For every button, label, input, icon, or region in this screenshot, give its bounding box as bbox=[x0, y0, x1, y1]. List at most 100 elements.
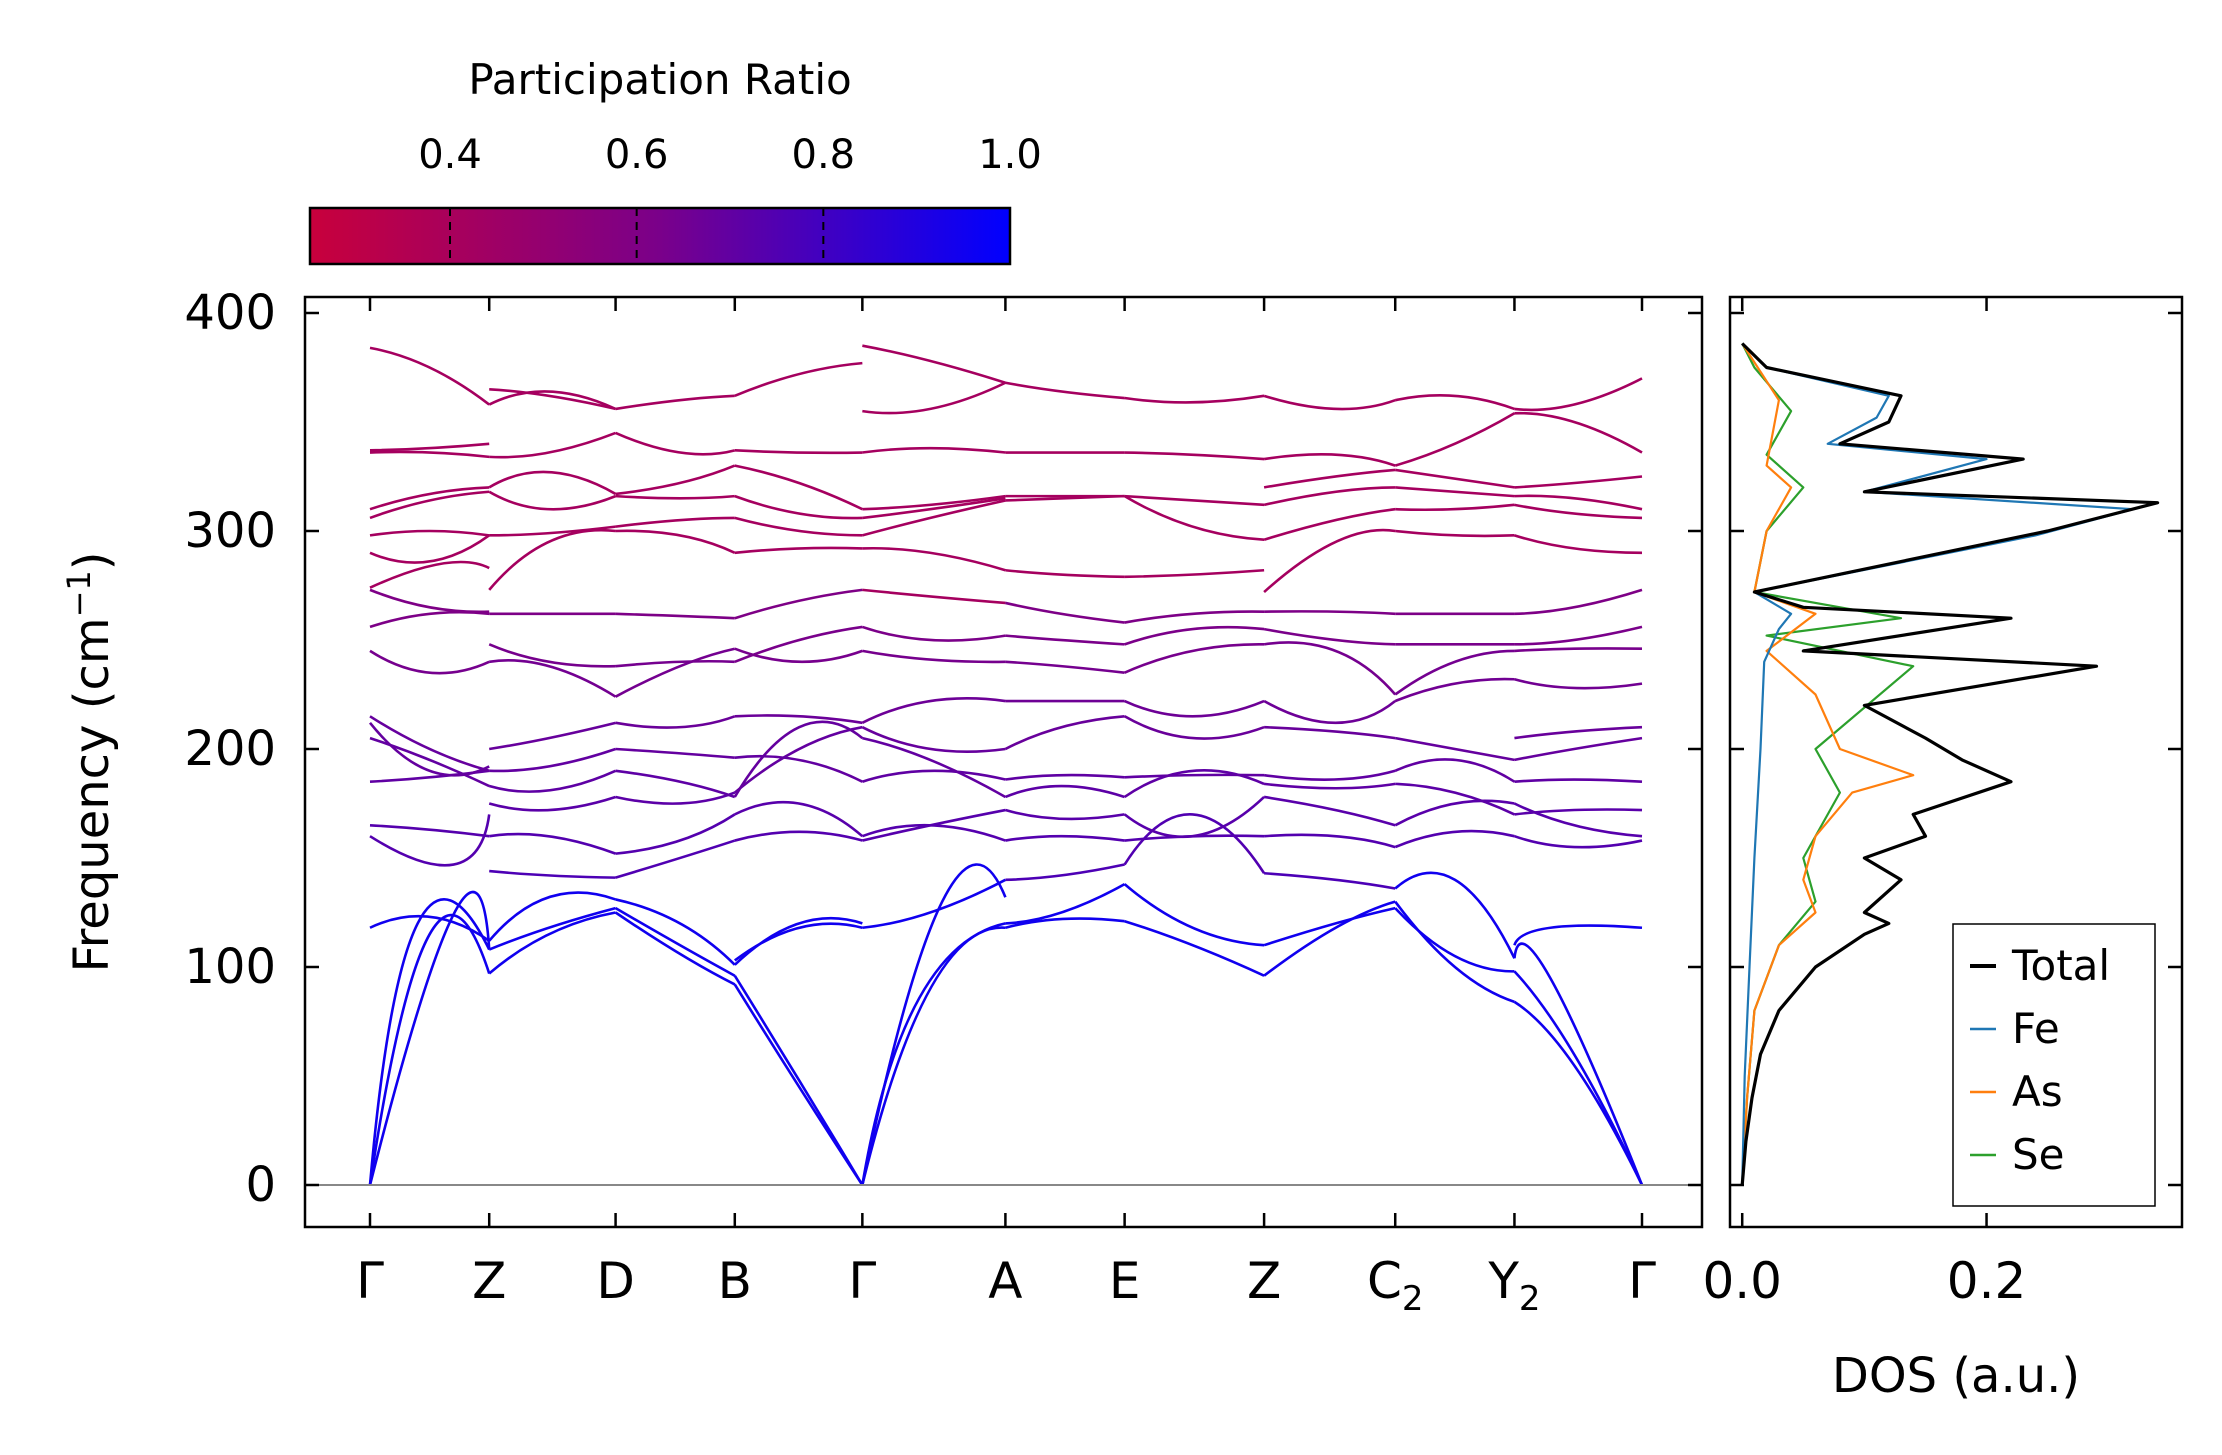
phonon-band bbox=[615, 464, 736, 496]
kpoint-label-main: A bbox=[988, 1252, 1022, 1310]
phonon-band bbox=[1514, 503, 1643, 520]
phonon-band bbox=[733, 720, 864, 798]
colorbar-tick-label: 1.0 bbox=[978, 132, 1042, 178]
colorbar-tick-label: 0.6 bbox=[605, 132, 669, 178]
phonon-band bbox=[734, 647, 863, 664]
phonon-band bbox=[368, 722, 490, 777]
dos-line-total bbox=[1740, 342, 2160, 1186]
y-axis-label-close: ) bbox=[64, 551, 120, 570]
phonon-band bbox=[488, 643, 616, 668]
phonon-band bbox=[1264, 871, 1396, 890]
legend-frame bbox=[1952, 923, 2156, 1207]
phonon-band bbox=[1394, 394, 1515, 411]
colorbar-tick-label: 0.8 bbox=[792, 132, 856, 178]
phonon-band bbox=[369, 914, 490, 942]
phonon-band bbox=[1514, 377, 1643, 412]
phonon-band bbox=[861, 697, 1006, 724]
phonon-band bbox=[615, 898, 736, 966]
dos-x-tick-label: 0.2 bbox=[1947, 1252, 2027, 1310]
phonon-band bbox=[1004, 715, 1125, 751]
kpoint-label-sub: 2 bbox=[1402, 1279, 1424, 1319]
colorbar: Participation Ratio 0.4 0.6 0.8 1.0 bbox=[308, 55, 1042, 266]
phonon-band bbox=[489, 832, 617, 855]
phonon-band bbox=[488, 390, 617, 411]
kpoint-label: Y2 bbox=[1487, 1252, 1540, 1319]
phonon-band bbox=[1395, 503, 1515, 512]
phonon-band bbox=[369, 560, 490, 589]
kpoint-label-main: Z bbox=[1247, 1252, 1281, 1310]
phonon-band bbox=[1264, 725, 1396, 740]
phonon-band bbox=[615, 747, 735, 760]
phonon-band bbox=[861, 625, 1006, 642]
phonon-band bbox=[1514, 411, 1643, 454]
phonon-band bbox=[1123, 715, 1265, 740]
phonon-band bbox=[1514, 834, 1643, 849]
phonon-band bbox=[1123, 769, 1265, 799]
phonon-band bbox=[369, 736, 490, 788]
phonon-band bbox=[1005, 883, 1126, 925]
phonon-band bbox=[1263, 699, 1397, 725]
phonon-band bbox=[862, 494, 1006, 511]
phonon-band bbox=[369, 649, 490, 675]
kpoint-label: D bbox=[596, 1252, 635, 1310]
phonon-band bbox=[1263, 769, 1396, 782]
phonon-band bbox=[1513, 924, 1643, 946]
phonon-band bbox=[1263, 641, 1397, 696]
phonon-band bbox=[1394, 829, 1515, 849]
phonon-band bbox=[1394, 736, 1515, 762]
phonon-band bbox=[489, 721, 616, 751]
phonon-band bbox=[1005, 917, 1125, 930]
y-axis-label-sup: −1 bbox=[60, 570, 98, 617]
phonon-band bbox=[1394, 649, 1515, 696]
phonon-band bbox=[1263, 468, 1396, 489]
phonon-band bbox=[615, 791, 736, 805]
phonon-band bbox=[369, 534, 490, 564]
kpoint-label: E bbox=[1109, 1252, 1141, 1310]
kpoint-label: A bbox=[988, 1252, 1022, 1310]
phonon-band bbox=[1263, 453, 1396, 467]
phonon-band bbox=[369, 588, 490, 614]
phonon-band bbox=[862, 381, 1006, 415]
phonon-band bbox=[1124, 919, 1265, 977]
y-tick-label: 100 bbox=[184, 939, 276, 995]
phonon-band bbox=[862, 649, 1006, 664]
phonon-band bbox=[1514, 475, 1643, 489]
dos-lines bbox=[1740, 342, 2160, 1186]
y-tick-label: 400 bbox=[184, 285, 276, 341]
phonon-band bbox=[1514, 625, 1643, 646]
y-tick-label: 0 bbox=[245, 1157, 276, 1213]
y-tick-label: 200 bbox=[184, 721, 276, 777]
phonon-band bbox=[1123, 813, 1266, 874]
phonon-band bbox=[862, 546, 1006, 572]
phonon-band bbox=[734, 516, 863, 537]
phonon-band bbox=[1123, 796, 1265, 839]
phonon-band bbox=[489, 747, 616, 773]
kpoint-label-main: D bbox=[596, 1252, 635, 1310]
kpoint-label: Z bbox=[1247, 1252, 1281, 1310]
y-axis-label-text: Frequency (cm bbox=[64, 617, 120, 972]
phonon-band bbox=[861, 823, 1006, 842]
phonon-band bbox=[1395, 782, 1515, 816]
phonon-band bbox=[369, 486, 490, 511]
phonon-band bbox=[734, 449, 863, 455]
phonon-band bbox=[615, 431, 736, 456]
phonon-band bbox=[861, 769, 1006, 783]
phonon-band bbox=[1124, 451, 1265, 461]
phonon-band bbox=[1395, 486, 1515, 498]
kpoint-label-main: E bbox=[1109, 1252, 1141, 1310]
kpoint-label-main: B bbox=[718, 1252, 752, 1310]
phonon-band bbox=[488, 911, 616, 975]
phonon-band bbox=[734, 494, 863, 520]
phonon-band bbox=[1263, 528, 1396, 594]
phonon-band bbox=[1514, 736, 1643, 762]
phonon-band bbox=[734, 714, 863, 725]
kpoint-label-main: Γ bbox=[848, 1252, 876, 1310]
phonon-band bbox=[615, 494, 735, 500]
phonon-band bbox=[489, 388, 616, 411]
dos-x-tick-label: 0.0 bbox=[1702, 1252, 1782, 1310]
phonon-band bbox=[1513, 942, 1644, 1186]
phonon-band bbox=[1124, 643, 1265, 674]
phonon-band bbox=[733, 975, 864, 1186]
phonon-band bbox=[862, 499, 1006, 537]
